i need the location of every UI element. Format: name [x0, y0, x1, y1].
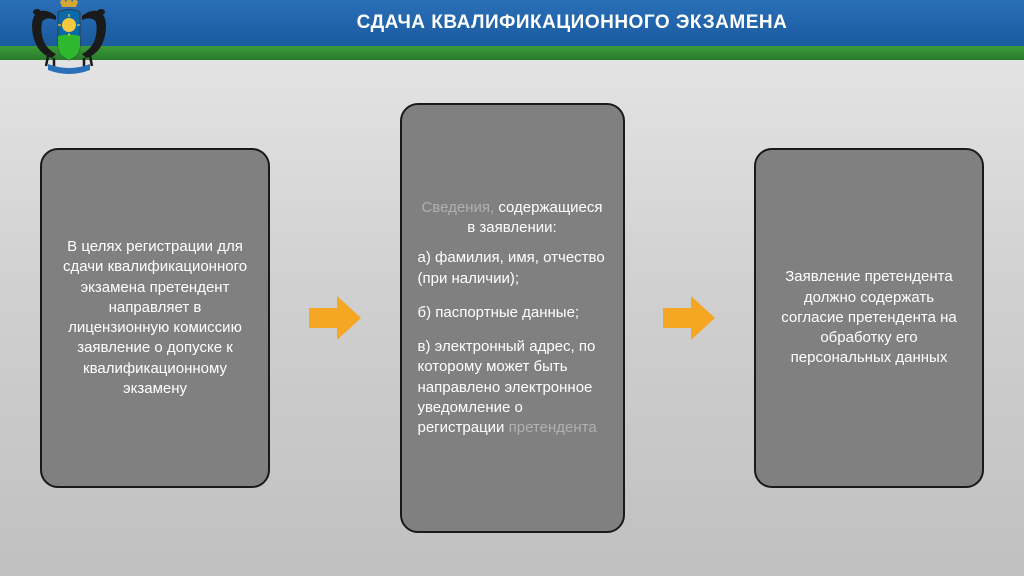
flow-content: В целях регистрации для сдачи квалификац…	[0, 60, 1024, 576]
coat-of-arms-icon	[18, 0, 118, 78]
flow-box-3: Заявление претендента должно содержать с…	[754, 148, 984, 488]
box-2-item-c: в) электронный адрес, по которому может …	[418, 337, 607, 438]
box-2-item-b: б) паспортные данные;	[418, 303, 607, 323]
arrow-right-icon	[663, 296, 715, 340]
page-title: СДАЧА КВАЛИФИКАЦИОННОГО ЭКЗАМЕНА	[357, 12, 788, 34]
arrow-2	[659, 296, 719, 340]
slide-header: СДАЧА КВАЛИФИКАЦИОННОГО ЭКЗАМЕНА	[0, 0, 1024, 60]
flow-container: В целях регистрации для сдачи квалификац…	[40, 90, 984, 546]
flow-box-2: Сведения, содержащиеся в заявлении: а) ф…	[400, 103, 625, 533]
box-2-header: Сведения, содержащиеся в заявлении:	[418, 198, 607, 239]
box-2-item-c-faded: претендента	[509, 419, 597, 436]
box-1-text: В целях регистрации для сдачи квалификац…	[60, 237, 250, 399]
flow-box-1: В целях регистрации для сдачи квалификац…	[40, 148, 270, 488]
arrow-1	[305, 296, 365, 340]
header-bar-green	[0, 46, 1024, 60]
box-3-text: Заявление претендента должно содержать с…	[774, 267, 964, 368]
box-2-header-faded: Сведения,	[421, 199, 494, 216]
box-2-item-a: а) фамилия, имя, отчество (при наличии);	[418, 248, 607, 289]
header-bar-blue: СДАЧА КВАЛИФИКАЦИОННОГО ЭКЗАМЕНА	[0, 0, 1024, 46]
arrow-right-icon	[309, 296, 361, 340]
